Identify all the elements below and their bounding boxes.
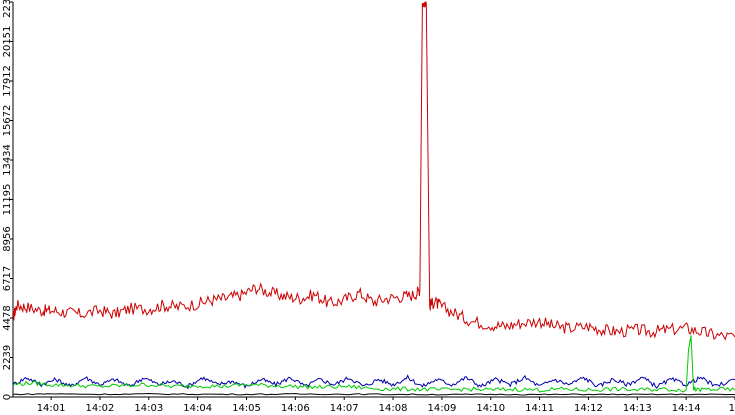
x-tick-label: 14:04	[183, 403, 212, 414]
series-line-3	[12, 392, 735, 396]
x-tick-label: 14:13	[623, 403, 652, 414]
x-tick-label: 14:06	[281, 403, 310, 414]
x-tick-label: 14:07	[330, 403, 359, 414]
y-tick-label: 13434	[2, 144, 13, 176]
x-tick-label: 14:01	[37, 403, 66, 414]
y-axis: 0 2239 4478 6717 8956 11195 13434 15672 17912 201…	[2, 0, 14, 400]
x-tick-label: 14:03	[134, 403, 163, 414]
series-group	[12, 0, 735, 396]
x-tick-label: 14:02	[86, 403, 115, 414]
y-tick-label: 11195	[2, 184, 13, 216]
series-line-2	[12, 335, 735, 393]
series-line-0	[12, 0, 735, 341]
y-tick-label: 4478	[2, 305, 13, 330]
y-tick-label: 15672	[2, 105, 13, 137]
y-tick-label: 22390	[2, 0, 13, 18]
y-tick-label: 2239	[2, 345, 13, 370]
y-tick-label: 0	[2, 394, 13, 400]
y-tick-label: 8956	[2, 226, 13, 251]
x-tick-label: 14:08	[379, 403, 408, 414]
x-tick-label: 14	[729, 403, 735, 414]
x-tick-label: 14:11	[525, 403, 554, 414]
x-tick-label: 14:12	[574, 403, 603, 414]
series-line-1	[12, 374, 735, 390]
x-tick-label: 14:10	[476, 403, 505, 414]
x-tick-label: 14:14	[672, 403, 701, 414]
x-axis: 14:01 14:02 14:03 14:04 14:05 14:06 14:07 14:08…	[13, 396, 735, 414]
y-tick-label: 17912	[2, 65, 13, 97]
x-tick-label: 14:09	[427, 403, 456, 414]
x-tick-label: 14:05	[232, 403, 261, 414]
y-tick-label: 6717	[2, 266, 13, 291]
y-tick-label: 20151	[2, 26, 13, 58]
